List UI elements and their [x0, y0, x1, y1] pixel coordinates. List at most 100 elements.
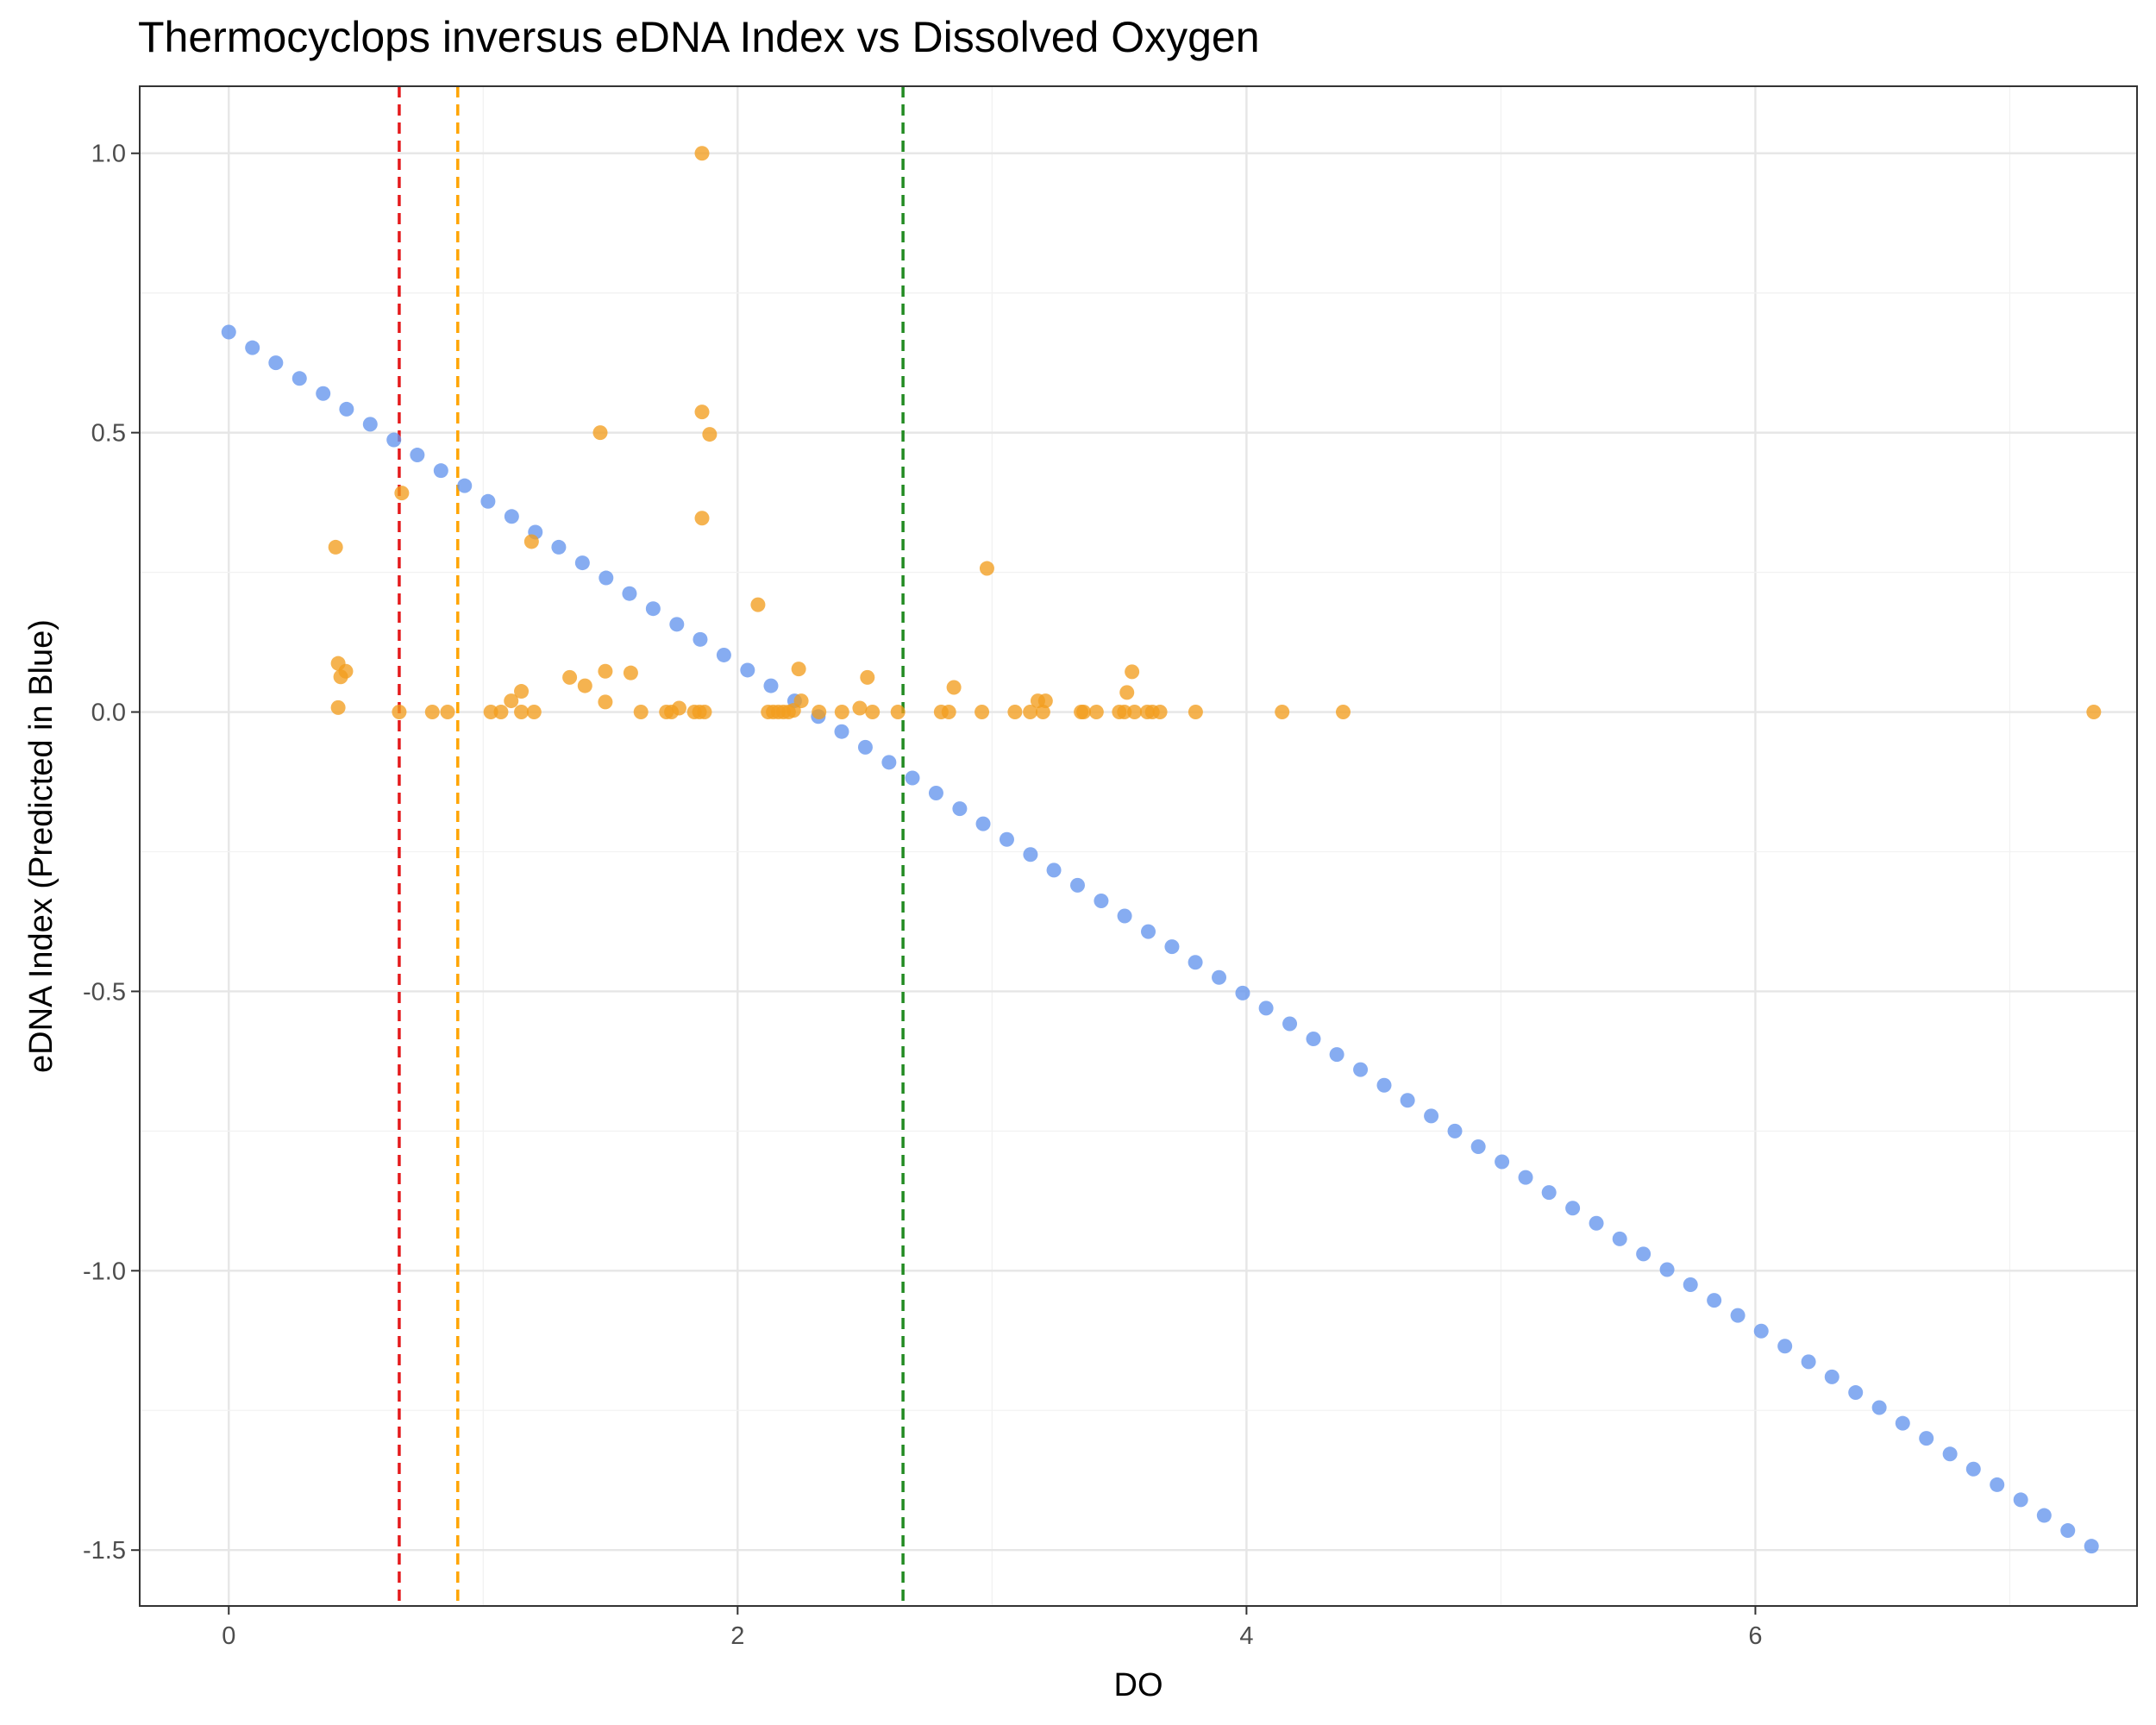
observed-point	[1336, 705, 1351, 720]
predicted-point	[763, 678, 779, 693]
predicted-point	[2036, 1508, 2052, 1523]
threshold-lines	[398, 86, 905, 1606]
y-tick-label: 1.0	[91, 141, 126, 168]
observed-point	[483, 705, 498, 720]
observed-point	[526, 705, 542, 720]
predicted-point	[1895, 1415, 1910, 1431]
observed-point	[791, 662, 806, 677]
predicted-point	[905, 770, 920, 786]
predicted-point	[975, 816, 991, 831]
observed-point	[1088, 705, 1104, 720]
observed-point	[514, 705, 530, 720]
observed-point	[328, 539, 343, 555]
observed-point	[394, 486, 410, 501]
observed-point	[623, 665, 638, 681]
x-axis: 0 2 4 6	[222, 1606, 1763, 1650]
predicted-point	[1212, 969, 1227, 985]
predicted-point	[1117, 908, 1132, 924]
predicted-point	[1164, 939, 1180, 955]
predicted-point	[716, 647, 731, 662]
predicted-point	[1400, 1093, 1415, 1108]
observed-point	[1127, 705, 1143, 720]
predicted-point	[1848, 1385, 1864, 1401]
predicted-point	[1023, 847, 1038, 862]
observed-point	[780, 705, 796, 720]
y-tick-label: 0.5	[91, 420, 126, 448]
predicted-point	[622, 586, 637, 601]
observed-point	[946, 680, 962, 695]
observed-point	[975, 705, 990, 720]
predicted-point	[1046, 862, 1062, 878]
x-tick-label: 4	[1239, 1622, 1253, 1650]
observed-point	[333, 669, 348, 685]
observed-point	[392, 705, 407, 720]
predicted-point	[457, 478, 473, 493]
observed-point	[664, 705, 680, 720]
predicted-point	[1636, 1246, 1651, 1262]
y-axis-title: eDNA Index (Predicted in Blue)	[23, 619, 60, 1073]
y-tick-label: -0.5	[83, 978, 126, 1006]
predicted-point	[221, 324, 236, 340]
predicted-point	[881, 755, 897, 770]
predicted-point	[1353, 1062, 1369, 1077]
observed-point	[890, 705, 906, 720]
predicted-point	[1589, 1215, 1604, 1231]
predicted-point	[1824, 1369, 1839, 1384]
predicted-point	[316, 386, 331, 401]
predicted-point	[1683, 1277, 1698, 1293]
predicted-point	[1919, 1431, 1934, 1446]
y-tick-label: -1.0	[83, 1258, 126, 1285]
predicted-point	[740, 662, 755, 678]
observed-point	[598, 663, 613, 679]
x-tick-label: 0	[222, 1622, 235, 1650]
observed-point	[1076, 705, 1092, 720]
predicted-point	[1282, 1016, 1298, 1032]
predicted-point	[1518, 1170, 1533, 1185]
predicted-point	[291, 371, 307, 386]
predicted-point	[1659, 1262, 1675, 1277]
predicted-point	[1801, 1354, 1816, 1370]
observed-point	[979, 561, 994, 576]
predicted-point	[551, 539, 567, 555]
x-tick-label: 2	[730, 1622, 744, 1650]
predicted-point	[504, 509, 519, 524]
predicted-point	[1094, 893, 1109, 908]
observed-point	[702, 427, 718, 442]
predicted-point	[1777, 1339, 1793, 1354]
y-tick-label: -1.5	[83, 1537, 126, 1565]
predicted-point	[1871, 1400, 1887, 1415]
predicted-point	[928, 785, 943, 800]
predicted-point	[1612, 1231, 1627, 1246]
observed-point	[750, 597, 766, 612]
observed-point	[812, 705, 827, 720]
predicted-point	[2084, 1539, 2099, 1554]
predicted-point	[1306, 1031, 1321, 1046]
predicted-point	[669, 617, 685, 632]
observed-point	[440, 705, 455, 720]
predicted-point	[1942, 1446, 1958, 1462]
predicted-point	[1069, 877, 1085, 893]
y-tick-label: 0.0	[91, 699, 126, 727]
predicted-point	[1329, 1047, 1344, 1063]
predicted-point	[1990, 1477, 2005, 1492]
predicted-point	[1730, 1308, 1745, 1323]
observed-point	[1035, 705, 1050, 720]
predicted-point	[245, 340, 260, 355]
predicted-point	[999, 831, 1014, 847]
predicted-point	[645, 601, 661, 617]
observed-point	[1152, 705, 1168, 720]
observed-point	[577, 678, 592, 693]
predicted-point	[1235, 985, 1250, 1000]
observed-point	[1275, 705, 1290, 720]
observed-point	[424, 705, 440, 720]
predicted-point	[857, 739, 873, 755]
predicted-point	[386, 432, 402, 448]
predicted-point	[1141, 924, 1156, 939]
predicted-point	[1541, 1185, 1557, 1201]
observed-point	[694, 146, 710, 161]
predicted-point	[1447, 1123, 1463, 1138]
observed-point	[1125, 664, 1140, 680]
predicted-point	[1424, 1108, 1439, 1124]
predicted-point	[1565, 1201, 1581, 1216]
predicted-point	[1753, 1323, 1769, 1339]
